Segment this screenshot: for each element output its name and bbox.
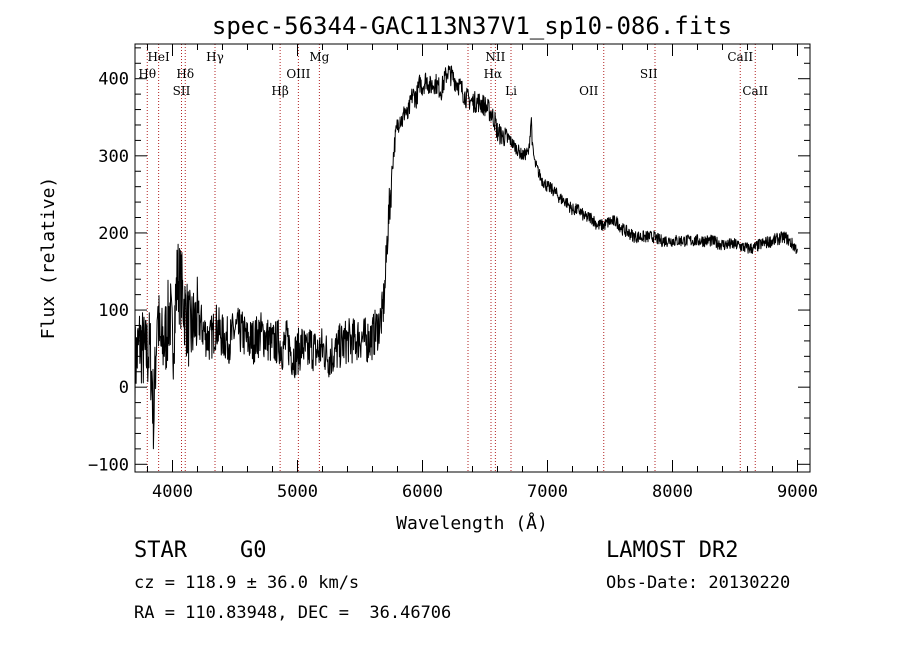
y-tick-label: 0	[119, 378, 129, 398]
y-tick-label: 100	[98, 301, 129, 321]
line-label: OII	[579, 84, 599, 98]
axis-ticks: 4000 5000 6000 7000 8000 9000 −100 0 100 200 300 40…	[88, 44, 818, 502]
y-tick-label: 300	[98, 147, 129, 167]
line-label: Hδ	[176, 67, 194, 81]
y-axis-label: Flux (relative)	[38, 177, 59, 340]
line-label: SII	[173, 84, 191, 98]
line-label: Hα	[484, 67, 503, 81]
obs-date-text: Obs-Date: 20130220	[606, 573, 791, 593]
object-class: STAR	[134, 538, 187, 563]
coordinates-text: RA = 110.83948, DEC = 36.46706	[134, 603, 452, 623]
x-tick-label: 8000	[652, 482, 693, 502]
x-tick-label: 5000	[277, 482, 318, 502]
line-label: Hθ	[138, 67, 156, 81]
x-tick-label: 6000	[402, 482, 443, 502]
line-label: Hγ	[206, 50, 224, 64]
x-tick-label: 7000	[527, 482, 568, 502]
line-label: NII	[485, 50, 505, 64]
line-label: CaII	[727, 50, 753, 64]
spectrum-line	[134, 65, 798, 450]
plot-frame	[134, 43, 811, 473]
line-label: Mg	[309, 50, 329, 64]
spectral-line-markers	[146, 44, 756, 472]
line-label: Hβ	[271, 84, 288, 98]
line-label: Li	[505, 84, 517, 98]
survey-name: LAMOST DR2	[606, 538, 739, 563]
line-label: HeI	[147, 50, 170, 64]
y-tick-label: 200	[98, 224, 129, 244]
x-tick-label: 4000	[152, 482, 193, 502]
y-tick-label: 400	[98, 70, 129, 90]
x-axis-label: Wavelength (Å)	[396, 512, 548, 534]
chart-title: spec-56344-GAC113N37V1_sp10-086.fits	[212, 12, 732, 40]
redshift-text: cz = 118.9 ± 36.0 km/s	[134, 573, 360, 593]
line-label: SII	[640, 67, 658, 81]
y-tick-label: −100	[88, 455, 129, 475]
line-label: OIII	[286, 67, 310, 81]
object-subclass: G0	[240, 538, 267, 563]
spectrum-plot-area	[134, 65, 798, 450]
line-label: CaII	[742, 84, 768, 98]
x-tick-label: 9000	[777, 482, 818, 502]
